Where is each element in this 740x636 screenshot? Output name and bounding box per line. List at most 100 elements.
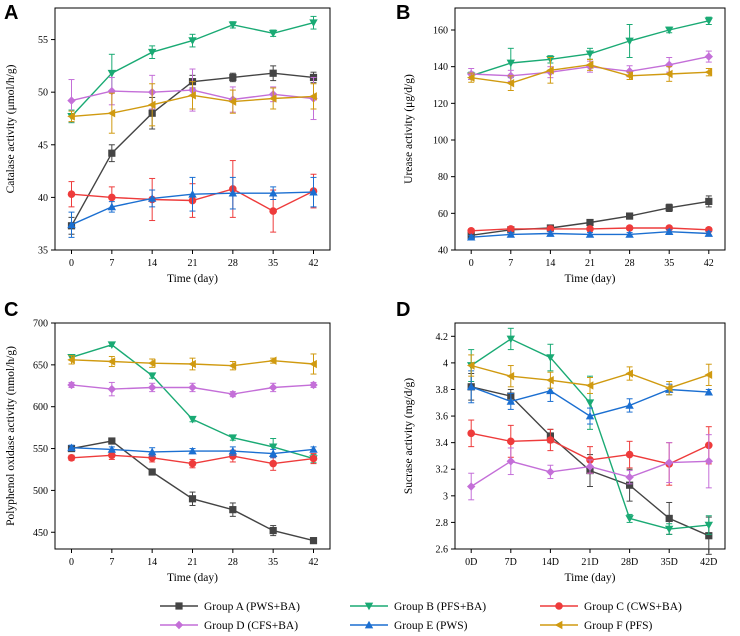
y-tick-label-d-1: 2.8 xyxy=(436,518,449,529)
data-point-c-1-6 xyxy=(309,537,318,545)
data-point-a-1-4 xyxy=(229,73,237,82)
x-tick-label-c-2: 14 xyxy=(147,557,157,568)
y-tick-label-a-2: 45 xyxy=(38,140,48,151)
series-b-5 xyxy=(467,227,713,241)
legend-entry-3: Group C (CWS+BA) xyxy=(540,601,682,613)
series-a-6 xyxy=(67,81,317,134)
data-point-d-2-3 xyxy=(585,399,595,407)
data-point-c-1-2 xyxy=(148,468,156,476)
series-c-6 xyxy=(67,353,317,375)
x-axis-label-c: Time (day) xyxy=(167,572,218,584)
data-point-c-2-2 xyxy=(147,372,157,380)
data-point-c-4-4 xyxy=(228,389,238,399)
data-point-d-5-4 xyxy=(625,401,634,409)
data-point-c-4-0 xyxy=(67,380,76,390)
data-point-d-4-6 xyxy=(704,457,713,466)
data-point-b-5-0 xyxy=(467,232,476,241)
data-point-b-2-3 xyxy=(585,50,595,59)
data-point-c-4-6 xyxy=(309,380,318,390)
data-point-d-3-2 xyxy=(546,436,555,444)
data-point-c-5-6 xyxy=(309,445,318,453)
data-point-a-3-5 xyxy=(269,207,277,215)
data-point-a-5-2 xyxy=(147,194,157,202)
data-point-d-1-6 xyxy=(705,532,713,540)
panel-c: 450 500 550 600 650 700 0 7 14 21 28 35 42 Time (day)… xyxy=(5,319,331,584)
data-point-b-1-4 xyxy=(626,212,634,220)
data-point-c-1-4 xyxy=(229,506,237,514)
y-tick-label-c-0: 450 xyxy=(33,528,48,539)
data-point-c-3-1 xyxy=(108,451,116,460)
x-tick-label-b-6: 42 xyxy=(704,258,714,269)
data-point-c-5-4 xyxy=(228,446,238,455)
x-axis-label-a: Time (day) xyxy=(167,273,218,285)
x-tick-label-a-6: 42 xyxy=(309,258,319,269)
y-tick-label-c-4: 650 xyxy=(33,360,48,371)
x-tick-label-c-6: 42 xyxy=(309,557,319,568)
x-tick-label-b-5: 35 xyxy=(664,258,674,269)
data-point-d-6-0 xyxy=(467,361,475,370)
legend-marker-6 xyxy=(554,620,563,630)
data-point-a-5-6 xyxy=(309,187,318,196)
data-point-b-1-6 xyxy=(705,197,713,206)
data-point-a-3-1 xyxy=(108,193,116,202)
data-point-b-5-4 xyxy=(625,230,634,238)
data-point-a-6-5 xyxy=(268,94,277,103)
y-tick-label-a-0: 35 xyxy=(38,246,48,257)
data-point-a-1-1 xyxy=(108,149,116,157)
data-point-a-1-5 xyxy=(269,69,277,77)
data-point-d-1-4 xyxy=(626,481,634,489)
x-tick-label-a-4: 28 xyxy=(228,258,238,269)
y-tick-label-d-8: 4.2 xyxy=(436,332,449,343)
data-point-c-4-3 xyxy=(188,383,197,392)
data-point-c-6-5 xyxy=(268,356,277,365)
y-tick-label-d-0: 2.6 xyxy=(436,545,449,556)
x-tick-label-d-3: 21D xyxy=(581,557,598,568)
x-tick-label-a-1: 7 xyxy=(109,258,114,269)
y-tick-label-d-7: 4 xyxy=(443,358,448,369)
y-tick-label-c-5: 700 xyxy=(33,319,48,330)
legend-marker-5 xyxy=(364,620,374,629)
data-point-c-2-5 xyxy=(268,443,278,452)
data-point-c-5-1 xyxy=(107,445,117,453)
legend-marker-1 xyxy=(175,602,183,610)
y-tick-label-d-3: 3.2 xyxy=(436,465,449,476)
x-tick-label-c-3: 21 xyxy=(188,557,198,568)
legend-entry-5: Group E (PWS) xyxy=(350,620,468,632)
data-point-c-1-3 xyxy=(188,495,197,503)
series-c-4 xyxy=(67,380,318,399)
data-point-a-2-5 xyxy=(268,29,278,38)
data-point-d-6-2 xyxy=(546,375,554,385)
data-point-d-1-5 xyxy=(665,514,673,523)
data-point-d-5-0 xyxy=(467,382,476,391)
series-c-5 xyxy=(67,443,318,459)
data-point-d-4-3 xyxy=(585,462,595,471)
data-point-b-6-0 xyxy=(467,73,475,82)
data-point-a-5-1 xyxy=(107,202,117,211)
y-axis-label-c: Polyphenol oxidase activity (nmol/h/g) xyxy=(5,346,17,526)
data-point-c-3-0 xyxy=(67,453,76,462)
data-point-a-6-4 xyxy=(228,97,237,106)
data-point-d-4-4 xyxy=(625,473,634,482)
y-tick-label-b-0: 40 xyxy=(438,246,448,257)
data-point-d-2-5 xyxy=(665,525,674,534)
y-tick-label-b-5: 140 xyxy=(433,62,448,73)
x-tick-label-d-5: 35D xyxy=(661,557,678,568)
y-tick-label-b-1: 60 xyxy=(438,209,448,220)
legend-marker-3 xyxy=(555,602,563,610)
legend-label-1: Group A (PWS+BA) xyxy=(204,601,300,613)
x-tick-label-a-0: 0 xyxy=(69,258,74,269)
panel-letter-b: B xyxy=(396,2,410,24)
data-point-b-5-5 xyxy=(665,227,674,236)
y-tick-label-d-2: 3 xyxy=(443,491,448,502)
data-point-c-6-4 xyxy=(228,361,237,370)
x-tick-label-d-1: 7D xyxy=(505,557,517,568)
plot-frame-b xyxy=(454,7,726,251)
data-point-c-6-2 xyxy=(147,358,156,368)
data-point-c-5-2 xyxy=(147,447,157,456)
data-point-a-2-3 xyxy=(188,37,197,45)
data-point-c-4-1 xyxy=(107,384,117,394)
data-point-d-6-4 xyxy=(625,369,633,378)
data-point-d-6-5 xyxy=(665,383,673,393)
data-point-a-5-3 xyxy=(188,190,197,198)
